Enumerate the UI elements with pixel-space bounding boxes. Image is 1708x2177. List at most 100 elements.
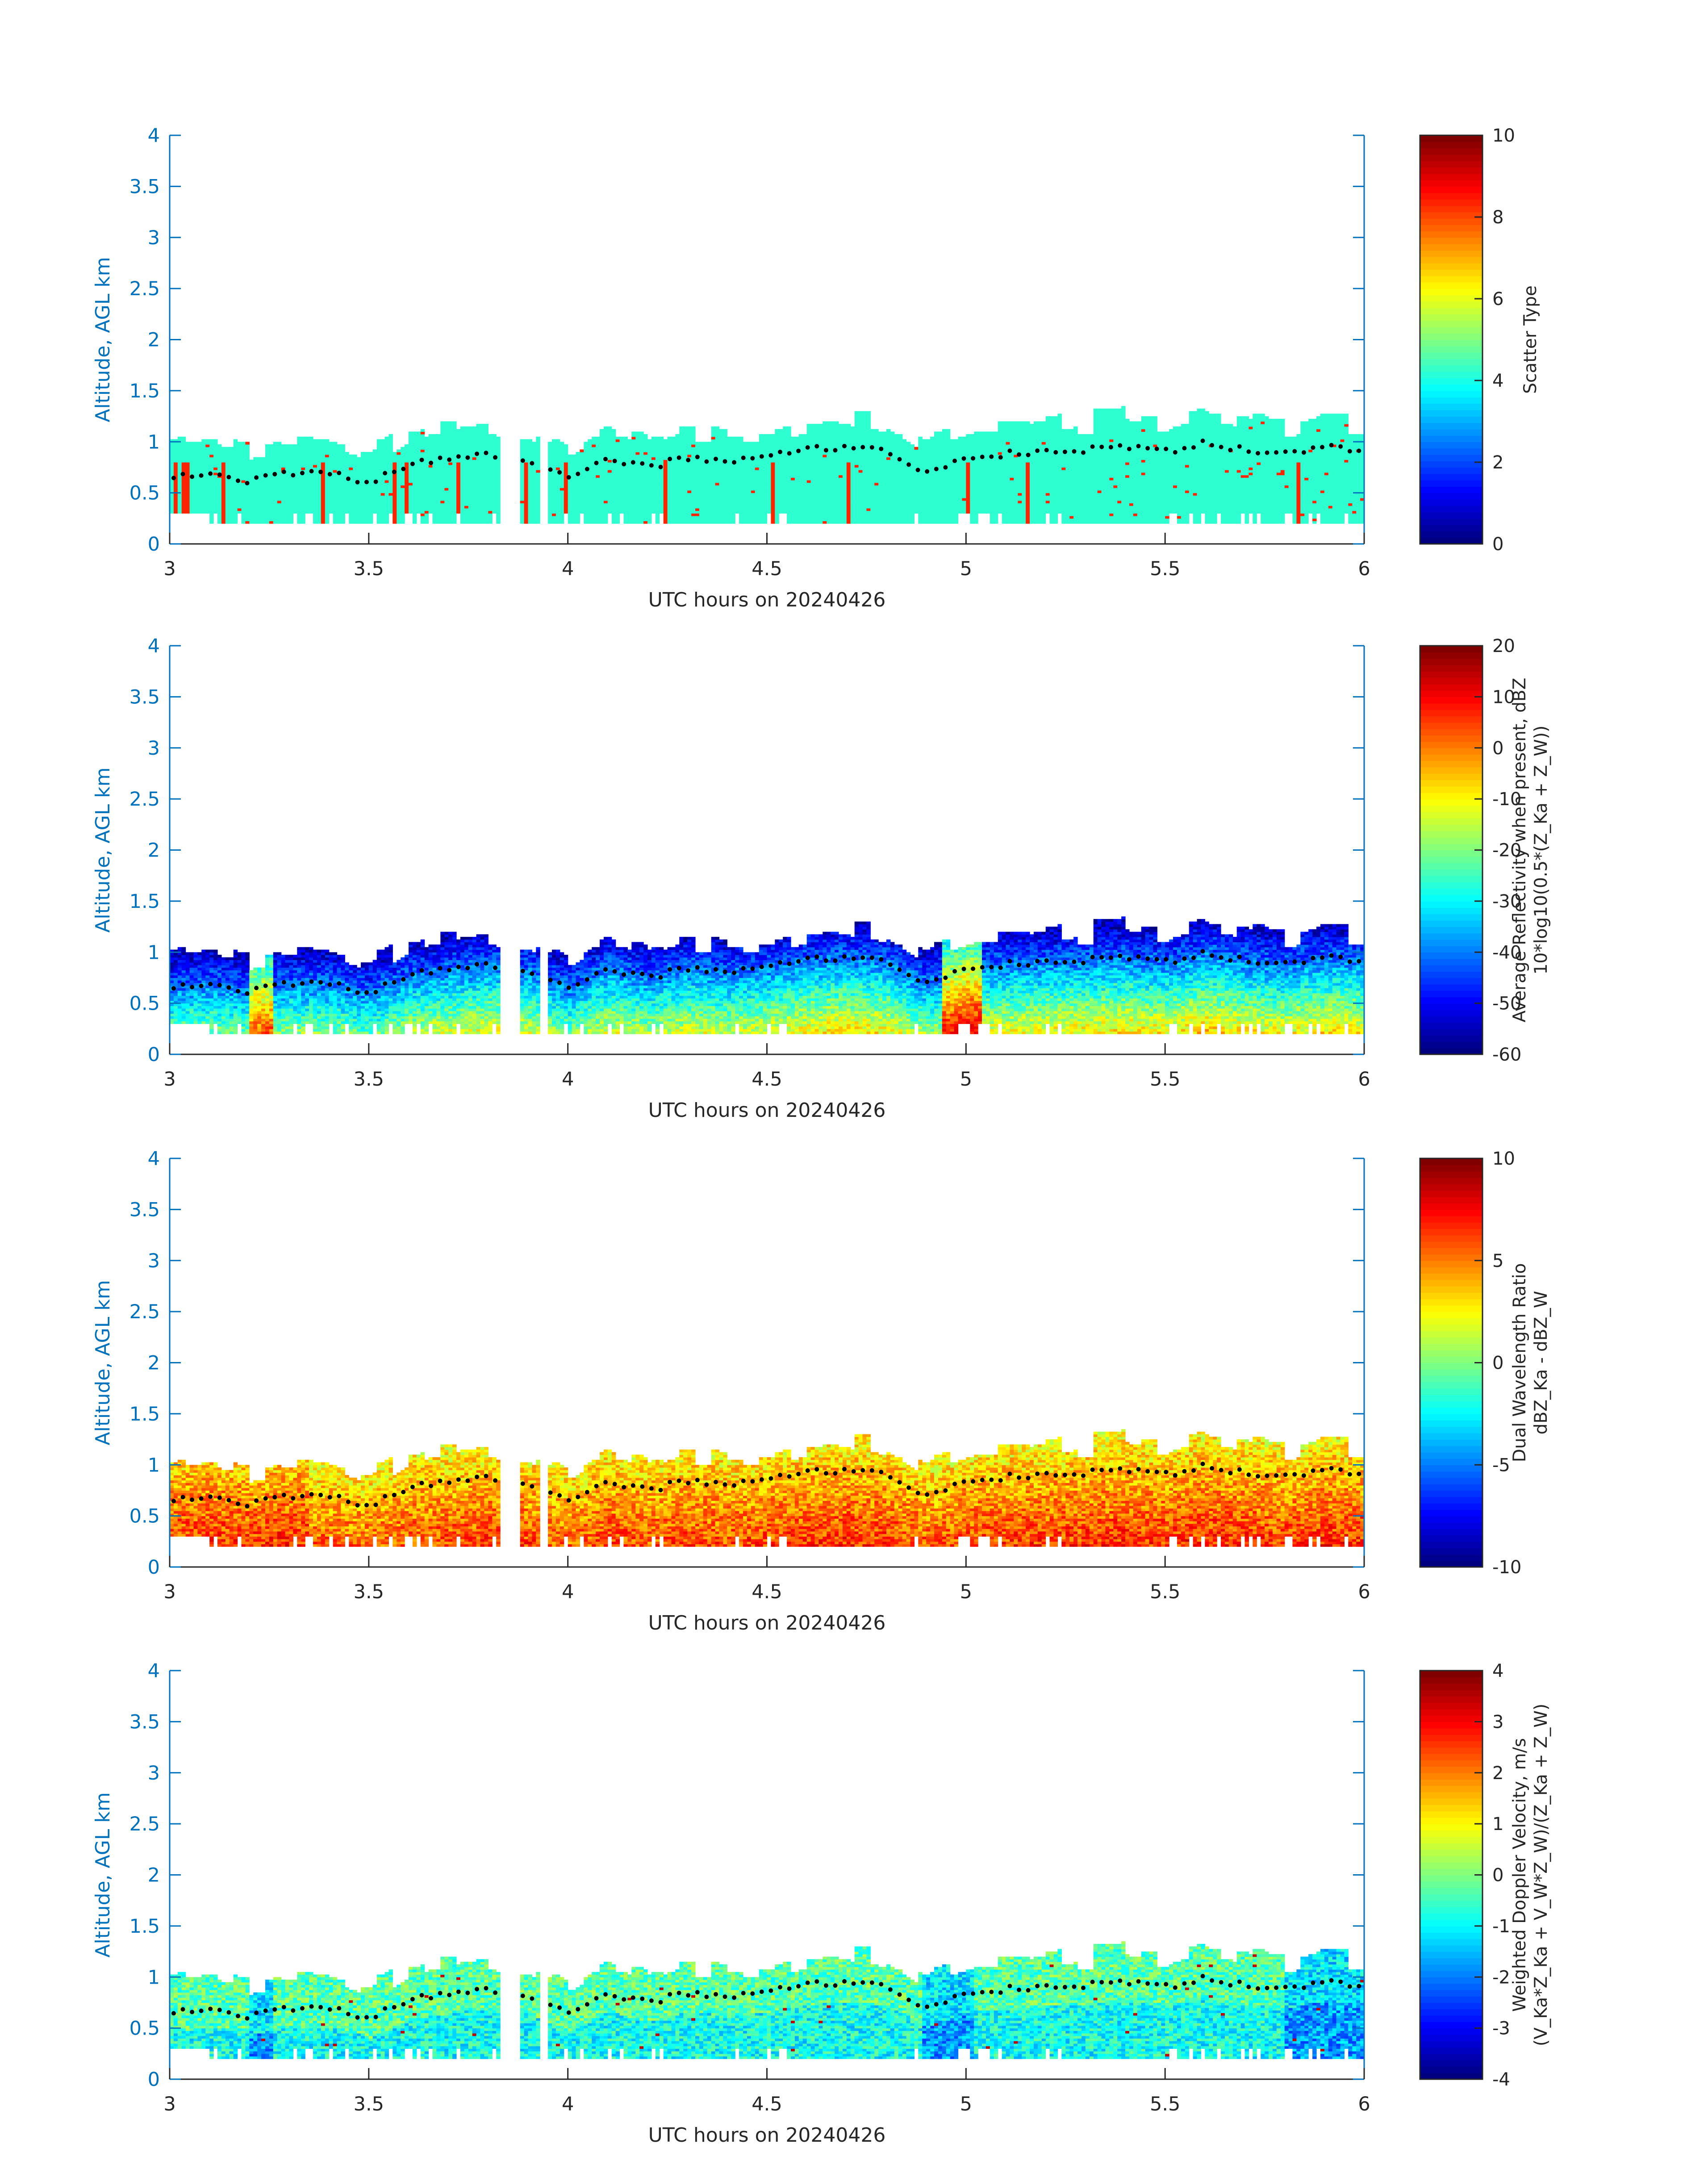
- heatmap-cell: [413, 477, 417, 480]
- heatmap-cell: [413, 498, 417, 501]
- heatmap-cell: [309, 457, 313, 460]
- heatmap-cell: [269, 462, 274, 465]
- heatmap-cell: [245, 472, 250, 475]
- heatmap-cell: [385, 480, 389, 483]
- heatmap-cell: [226, 455, 230, 457]
- heatmap-cell: [381, 457, 385, 460]
- heatmap-cell: [217, 513, 222, 516]
- heatmap-cell: [205, 449, 210, 452]
- heatmap-cell: [393, 503, 397, 506]
- heatmap-cell: [242, 485, 246, 488]
- heatmap-cell: [401, 511, 405, 514]
- heatmap-cell: [230, 483, 234, 485]
- heatmap-cell: [221, 503, 226, 506]
- heatmap-cell: [448, 462, 453, 465]
- heatmap-cell: [213, 460, 218, 462]
- heatmap-cell: [213, 465, 218, 468]
- heatmap-cell: [273, 493, 278, 496]
- heatmap-cell: [213, 449, 218, 452]
- heatmap-cell: [421, 513, 425, 516]
- heatmap-cell: [238, 475, 242, 478]
- heatmap-cell: [393, 462, 397, 465]
- heatmap-cell: [234, 495, 238, 498]
- heatmap-cell: [309, 483, 313, 485]
- heatmap-cell: [444, 467, 449, 470]
- heatmap-cell: [269, 455, 274, 457]
- heatmap-cell: [277, 472, 282, 475]
- heatmap-cell: [452, 431, 457, 434]
- heatmap-cell: [285, 449, 290, 452]
- heatmap-cell: [433, 467, 437, 470]
- heatmap-cell: [341, 508, 345, 511]
- heatmap-cell: [297, 452, 301, 455]
- heatmap-cell: [440, 444, 445, 447]
- heatmap-cell: [325, 506, 330, 508]
- heatmap-cell: [365, 511, 369, 514]
- heatmap-cell: [448, 422, 453, 424]
- heatmap-cell: [353, 498, 357, 501]
- heatmap-cell: [357, 460, 361, 462]
- heatmap-cell: [405, 465, 409, 468]
- heatmap-cell: [301, 506, 305, 508]
- heatmap-cell: [417, 498, 421, 501]
- heatmap-cell: [234, 457, 238, 460]
- heatmap-cell: [353, 518, 357, 521]
- heatmap-cell: [381, 521, 385, 524]
- heatmap-cell: [388, 462, 393, 465]
- heatmap-cell: [325, 455, 330, 457]
- heatmap-cell: [285, 465, 290, 468]
- heatmap-cell: [436, 511, 441, 514]
- heatmap-cell: [317, 506, 322, 508]
- heatmap-cell: [341, 501, 345, 503]
- heatmap-cell: [409, 480, 413, 483]
- heatmap-cell: [309, 490, 313, 493]
- heatmap-cell: [337, 465, 342, 468]
- heatmap-cell: [436, 483, 441, 485]
- heatmap-cell: [234, 447, 238, 450]
- heatmap-cell: [293, 447, 297, 450]
- heatmap-cell: [421, 465, 425, 468]
- heatmap-cell: [234, 498, 238, 501]
- heatmap-cell: [277, 488, 282, 490]
- heatmap-cell: [440, 437, 445, 439]
- heatmap-cell: [381, 447, 385, 450]
- heatmap-cell: [448, 513, 453, 516]
- heatmap-cell: [186, 455, 190, 457]
- heatmap-cell: [405, 511, 409, 514]
- heatmap-cell: [429, 477, 433, 480]
- heatmap-cell: [234, 470, 238, 472]
- heatmap-cell: [281, 447, 286, 450]
- heatmap-cell: [174, 457, 178, 460]
- heatmap-cell: [329, 495, 334, 498]
- heatmap-cell: [317, 452, 322, 455]
- heatmap-cell: [230, 508, 234, 511]
- heatmap-cell: [217, 493, 222, 496]
- heatmap-cell: [265, 480, 270, 483]
- heatmap-cell: [265, 452, 270, 455]
- heatmap-cell: [429, 455, 433, 457]
- heatmap-cell: [369, 506, 373, 508]
- heatmap-cell: [373, 495, 377, 498]
- heatmap-cell: [385, 493, 389, 496]
- heatmap-cell: [253, 488, 258, 490]
- heatmap-cell: [353, 467, 357, 470]
- heatmap-cell: [186, 506, 190, 508]
- heatmap-cell: [281, 467, 286, 470]
- heatmap-cell: [297, 462, 301, 465]
- heatmap-cell: [238, 511, 242, 514]
- heatmap-cell: [425, 518, 429, 521]
- heatmap-cell: [369, 521, 373, 524]
- heatmap-cell: [242, 518, 246, 521]
- heatmap-cell: [317, 462, 322, 465]
- heatmap-cell: [385, 437, 389, 439]
- heatmap-cell: [301, 447, 305, 450]
- heatmap-cell: [452, 426, 457, 429]
- heatmap-cell: [417, 490, 421, 493]
- heatmap-cell: [413, 506, 417, 508]
- heatmap-cell: [429, 503, 433, 506]
- heatmap-cell: [221, 513, 226, 516]
- heatmap-cell: [289, 483, 294, 485]
- heatmap-cell: [297, 490, 301, 493]
- heatmap-cell: [297, 455, 301, 457]
- heatmap-cell: [217, 503, 222, 506]
